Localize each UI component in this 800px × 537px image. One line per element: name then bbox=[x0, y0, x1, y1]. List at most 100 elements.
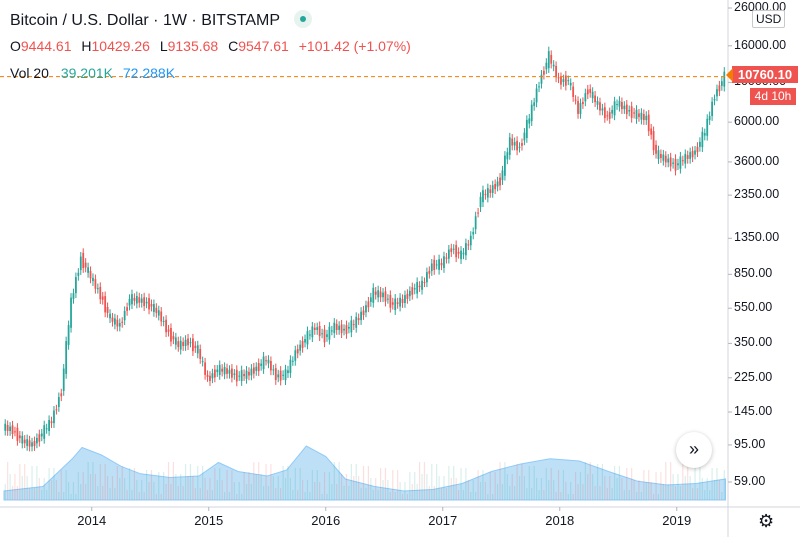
candle-body bbox=[516, 140, 518, 151]
volume-bar bbox=[567, 494, 569, 500]
volume-bar bbox=[319, 482, 321, 500]
candle-body bbox=[369, 297, 372, 302]
volume-bar bbox=[314, 482, 316, 500]
volume-bar bbox=[175, 474, 177, 500]
volume-bar bbox=[24, 464, 26, 500]
volume-bar bbox=[114, 488, 116, 500]
open-value: 9444.61 bbox=[20, 38, 72, 54]
candle-body bbox=[467, 244, 470, 246]
candle-body bbox=[121, 321, 124, 323]
volume-bar bbox=[404, 482, 406, 500]
double-chevron-right-icon[interactable]: » bbox=[676, 432, 712, 468]
volume-bar bbox=[94, 474, 97, 500]
candle-body bbox=[426, 272, 428, 283]
candle-body bbox=[45, 428, 48, 430]
volume-bar bbox=[531, 488, 533, 500]
volume-bar bbox=[182, 486, 184, 500]
candle-body bbox=[689, 152, 692, 159]
candle-body bbox=[591, 91, 594, 99]
volume-bar bbox=[570, 482, 572, 500]
candle-body bbox=[664, 155, 667, 163]
currency-label[interactable]: USD bbox=[752, 10, 786, 28]
candle-body bbox=[477, 212, 479, 214]
candle-body bbox=[599, 102, 601, 111]
candle-body bbox=[128, 298, 131, 306]
market-status-icon[interactable] bbox=[294, 10, 313, 28]
volume-bar bbox=[294, 468, 296, 500]
candle-body bbox=[672, 162, 674, 164]
candle-body bbox=[82, 252, 85, 269]
candle-body bbox=[192, 338, 194, 352]
volume-bar bbox=[260, 474, 262, 500]
volume-bar bbox=[38, 478, 40, 500]
volume-bar bbox=[255, 474, 257, 500]
candle-body bbox=[508, 137, 511, 155]
volume-bar bbox=[21, 476, 23, 500]
candle-body bbox=[187, 338, 189, 346]
volume-bar bbox=[399, 482, 401, 500]
volume-bar bbox=[389, 492, 391, 500]
candle-body bbox=[204, 362, 206, 375]
close-label: C bbox=[228, 38, 239, 54]
volume-bar bbox=[489, 472, 491, 500]
candle-body bbox=[625, 104, 628, 115]
candle-body bbox=[328, 326, 331, 340]
candle-body bbox=[618, 100, 621, 107]
candle-body bbox=[138, 297, 141, 303]
candle-body bbox=[452, 248, 455, 250]
interval[interactable]: 1W bbox=[162, 12, 187, 29]
volume-bar bbox=[333, 462, 335, 500]
volume-bar bbox=[499, 462, 501, 500]
candle-body bbox=[4, 423, 7, 431]
volume-bar bbox=[87, 462, 89, 500]
candle-body bbox=[233, 373, 236, 375]
price-tick-label: 2350.00 bbox=[734, 187, 780, 202]
volume-bar bbox=[155, 494, 157, 500]
candle-body bbox=[118, 323, 121, 327]
volume-bar bbox=[662, 484, 664, 500]
candle-body bbox=[638, 113, 640, 117]
volume-bar bbox=[46, 490, 48, 500]
volume-bar bbox=[652, 494, 655, 500]
candle-body bbox=[465, 243, 467, 256]
candle-body bbox=[711, 101, 713, 117]
volume-bar bbox=[667, 484, 669, 500]
volume-bar bbox=[262, 486, 265, 500]
volume-bar bbox=[704, 490, 706, 500]
volume-bar bbox=[699, 466, 701, 500]
candle-body bbox=[143, 297, 146, 307]
candle-body bbox=[235, 369, 238, 382]
volume-bar bbox=[382, 480, 384, 500]
candle-body bbox=[496, 181, 499, 187]
candle-body bbox=[440, 262, 443, 266]
candle-body bbox=[155, 307, 158, 313]
candle-body bbox=[696, 146, 699, 153]
volume-bar bbox=[360, 488, 362, 500]
volume-bar bbox=[209, 478, 211, 500]
volume-bar bbox=[7, 462, 9, 500]
candle-body bbox=[460, 250, 462, 260]
candle-body bbox=[345, 325, 348, 334]
candle-body bbox=[435, 264, 438, 266]
volume-bar bbox=[606, 488, 608, 500]
volume-bar bbox=[350, 464, 352, 500]
volume-bar bbox=[509, 486, 511, 500]
candle-body bbox=[667, 158, 670, 163]
candle-body bbox=[430, 263, 433, 272]
gear-icon[interactable]: ⚙ bbox=[758, 511, 775, 531]
volume-bar bbox=[392, 470, 394, 500]
candle-body bbox=[209, 375, 211, 382]
volume-bar bbox=[716, 468, 718, 500]
candle-body bbox=[603, 107, 606, 119]
volume-bar bbox=[482, 470, 484, 500]
candle-body bbox=[396, 302, 399, 304]
candle-body bbox=[350, 320, 353, 333]
candle-body bbox=[594, 95, 596, 103]
volume-bar bbox=[467, 480, 469, 500]
volume-bar bbox=[221, 480, 223, 500]
volume-bar bbox=[423, 462, 426, 500]
candle-body bbox=[708, 116, 711, 121]
candle-body bbox=[525, 119, 528, 138]
candle-body bbox=[411, 287, 414, 295]
